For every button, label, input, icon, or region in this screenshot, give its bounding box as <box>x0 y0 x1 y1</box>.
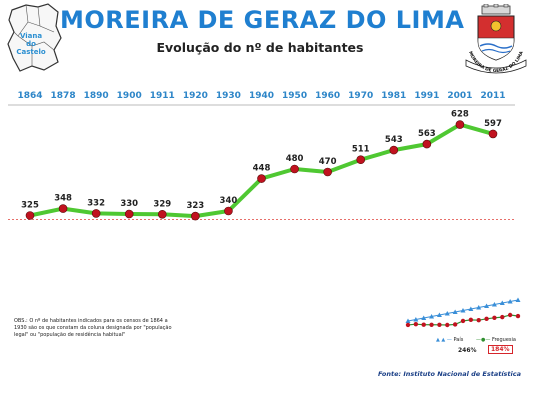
data-point <box>323 167 332 177</box>
population-chart: 1864 1878 1890 1900 1911 1920 1930 1940 1950 1960… <box>8 91 515 221</box>
data-point <box>91 209 101 218</box>
inset-freguesia-marker <box>452 322 458 327</box>
inset-pais-marker <box>429 314 435 319</box>
inset-pais-marker <box>507 299 513 304</box>
data-point <box>257 174 266 183</box>
inset-pais-marker <box>468 306 474 311</box>
data-labels: 325 348 332 330 329 323 340 448 480 470 511 543 563 6… <box>21 110 502 212</box>
data-point <box>191 211 200 221</box>
inset-freguesia-marker <box>468 317 474 323</box>
growth-freguesia: 184% <box>488 345 513 354</box>
inset-pais-marker <box>452 309 458 314</box>
year-tick-label: 1900 <box>117 91 142 101</box>
district-map-icon <box>7 3 62 72</box>
year-tick-label: 2011 <box>480 91 505 101</box>
data-point <box>290 164 299 174</box>
inset-freguesia-marker <box>437 322 442 328</box>
legend-freguesia-swatch: —●— <box>476 337 491 343</box>
data-label: 329 <box>153 199 171 209</box>
inset-freguesia-marker <box>405 322 411 328</box>
year-tick-label: 1930 <box>216 91 241 101</box>
inset-freguesia-marker <box>460 318 466 324</box>
data-label: 480 <box>286 154 304 164</box>
inset-pais-marker <box>421 315 427 320</box>
data-label: 330 <box>120 199 138 209</box>
data-label: 332 <box>87 198 105 208</box>
data-point <box>58 204 68 213</box>
inset-freguesia-marker <box>484 316 489 322</box>
inset-freguesia-marker <box>421 322 426 327</box>
data-point <box>455 120 465 129</box>
year-tick-label: 2001 <box>447 91 472 101</box>
data-point <box>488 129 498 139</box>
inset-freguesia-marker <box>429 322 434 327</box>
chart-subtitle: Evolução do nº de habitantes <box>156 40 364 55</box>
data-label: 563 <box>418 129 436 139</box>
legend-pais-swatch: ▲ ▲ — <box>436 337 452 343</box>
map-label-line-3: Castelo <box>16 48 46 56</box>
growth-pais: 246% <box>458 347 477 354</box>
inset-freguesia-marker <box>515 313 521 319</box>
observation-note: OBS.: O nº de habitantes indicados para … <box>14 318 172 338</box>
data-point <box>25 211 35 220</box>
data-point <box>422 139 432 149</box>
data-point <box>224 206 233 216</box>
legend-freguesia-label: Freguesia <box>491 337 516 343</box>
year-tick-label: 1991 <box>414 91 439 101</box>
inset-pais-marker <box>476 305 482 310</box>
data-label: 470 <box>319 157 337 167</box>
data-label: 323 <box>186 201 204 211</box>
year-tick-label: 1864 <box>17 91 42 101</box>
inset-freguesia-marker <box>492 315 497 320</box>
year-tick-label: 1890 <box>84 91 109 101</box>
inset-freguesia-marker <box>445 322 450 328</box>
legend-pais-label: País <box>453 337 464 343</box>
legend-freguesia: —●— Freguesia <box>476 337 516 343</box>
inset-pais-marker <box>460 308 466 313</box>
data-label: 511 <box>352 145 370 155</box>
legend-pais: ▲ ▲ — País <box>436 337 463 343</box>
data-point <box>124 209 134 219</box>
map-label-line-1: Viana <box>19 32 43 40</box>
data-label: 628 <box>451 110 469 120</box>
inset-pais-marker <box>484 303 490 308</box>
source-credit: Fonte: Instituto Nacional de Estatística <box>377 370 521 378</box>
inset-pais-marker <box>491 302 497 307</box>
comparison-inset-chart <box>405 297 521 328</box>
data-label: 597 <box>484 119 502 129</box>
data-point <box>356 155 366 164</box>
inset-pais-marker <box>405 318 411 323</box>
inset-pais-marker <box>499 300 505 305</box>
year-tick-label: 1911 <box>150 91 175 101</box>
year-tick-label: 1920 <box>183 91 208 101</box>
year-tick-label: 1878 <box>51 91 76 101</box>
inset-freguesia-marker <box>500 314 505 320</box>
year-tick-label: 1981 <box>381 91 406 101</box>
data-label: 325 <box>21 201 39 211</box>
data-label: 340 <box>220 196 238 206</box>
data-point <box>157 210 167 219</box>
map-label: Viana do Castelo <box>12 32 50 56</box>
coat-of-arms-icon: MOREIRA DE GERAZ DO LIMA <box>465 4 527 74</box>
page-title: MOREIRA DE GERAZ DO LIMA <box>60 6 465 34</box>
growth-freguesia-box: 184% <box>488 345 513 354</box>
inset-pais-marker <box>413 317 419 322</box>
inset-freguesia-marker <box>413 321 419 327</box>
inset-freguesia-marker <box>476 317 481 323</box>
inset-freguesia-marker <box>507 312 513 318</box>
year-tick-label: 1960 <box>315 91 340 101</box>
inset-pais-marker <box>436 312 442 317</box>
inset-pais-marker <box>444 311 450 316</box>
inset-pais-marker <box>515 297 521 302</box>
year-axis-labels: 1864 1878 1890 1900 1911 1920 1930 1940 1950 1960… <box>17 91 505 101</box>
data-point <box>389 145 399 155</box>
data-label: 543 <box>385 135 403 145</box>
year-tick-label: 1970 <box>348 91 373 101</box>
year-tick-label: 1950 <box>282 91 307 101</box>
year-tick-label: 1940 <box>249 91 274 101</box>
data-label: 348 <box>54 194 72 204</box>
data-points <box>25 120 498 221</box>
data-label: 448 <box>253 164 271 174</box>
map-label-line-2: do <box>26 40 36 48</box>
